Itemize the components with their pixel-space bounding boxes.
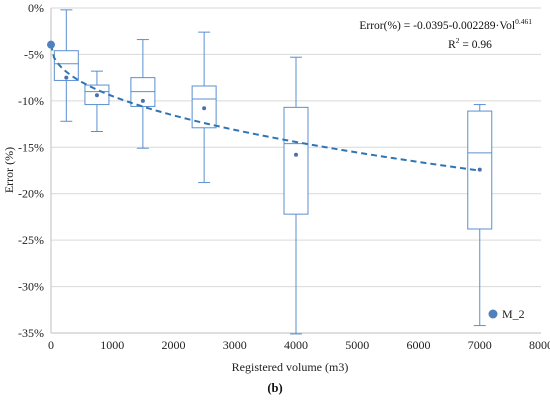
- y-axis-title: Error (%): [2, 147, 16, 193]
- box-4: [283, 56, 309, 335]
- trend-equation: Error(%) = -0.0395-0.002289·Vol0.461: [359, 17, 532, 32]
- r-squared: R2 = 0.96: [448, 36, 492, 51]
- legend-marker: [488, 309, 498, 319]
- x-tick-labels: 0 1000 2000 3000 4000 5000 6000 7000 8000: [48, 338, 550, 352]
- y-tick-label-7: -35%: [18, 326, 44, 340]
- y-tick-label-4: -20%: [18, 187, 44, 201]
- box-3: [191, 31, 217, 184]
- trendline: [50, 44, 480, 172]
- y-tick-label-3: -15%: [18, 140, 44, 154]
- box-1-mean-marker: [94, 93, 99, 98]
- x-tick-label-2: 2000: [162, 338, 186, 352]
- y-tick-label-5: -25%: [18, 233, 44, 247]
- box-0-iqr: [53, 50, 79, 81]
- x-tick-label-4: 4000: [284, 338, 308, 352]
- x-axis-title: Registered volume (m3): [232, 360, 349, 374]
- box-4-iqr: [283, 106, 309, 215]
- x-tick-label-7: 7000: [468, 338, 492, 352]
- box-2: [130, 39, 156, 149]
- legend-label: M_2: [502, 307, 525, 321]
- trendline-group: [50, 44, 480, 172]
- r-squared-value: = 0.96: [460, 39, 493, 51]
- x-tick-label-6: 6000: [407, 338, 431, 352]
- figure-caption: (b): [267, 381, 282, 395]
- trend-equation-exponent: 0.461: [515, 17, 532, 26]
- x-tick-label-3: 3000: [223, 338, 247, 352]
- r-squared-r: R: [448, 39, 456, 51]
- x-tick-label-1: 1000: [100, 338, 124, 352]
- box-1: [84, 70, 110, 132]
- box-2-mean-marker: [140, 98, 145, 103]
- data-points: [47, 40, 55, 49]
- box-5-mean-marker: [477, 167, 482, 172]
- box-0-mean-marker: [64, 75, 69, 80]
- legend: M_2: [488, 307, 525, 321]
- box-0: [53, 9, 79, 122]
- y-tick-label-0: 0%: [28, 1, 44, 15]
- box-4-mean-marker: [294, 152, 298, 157]
- box-5: [467, 104, 493, 327]
- point-M_2-0: [47, 40, 55, 49]
- x-tick-label-8: 8000: [529, 338, 550, 352]
- x-tick-label-5: 5000: [345, 338, 369, 352]
- trend-equation-main: Error(%) = -0.0395-0.002289·Vol: [359, 20, 515, 32]
- box-3-mean-marker: [202, 106, 207, 111]
- box-plots: [53, 9, 493, 335]
- x-tick-label-0: 0: [48, 338, 54, 352]
- y-tick-label-2: -10%: [18, 94, 44, 108]
- y-tick-labels: 0% -5% -10% -15% -20% -25% -30% -35%: [18, 1, 44, 340]
- y-tick-label-6: -30%: [18, 280, 44, 294]
- r-squared-sup: 2: [456, 36, 460, 45]
- y-tick-label-1: -5%: [24, 47, 44, 61]
